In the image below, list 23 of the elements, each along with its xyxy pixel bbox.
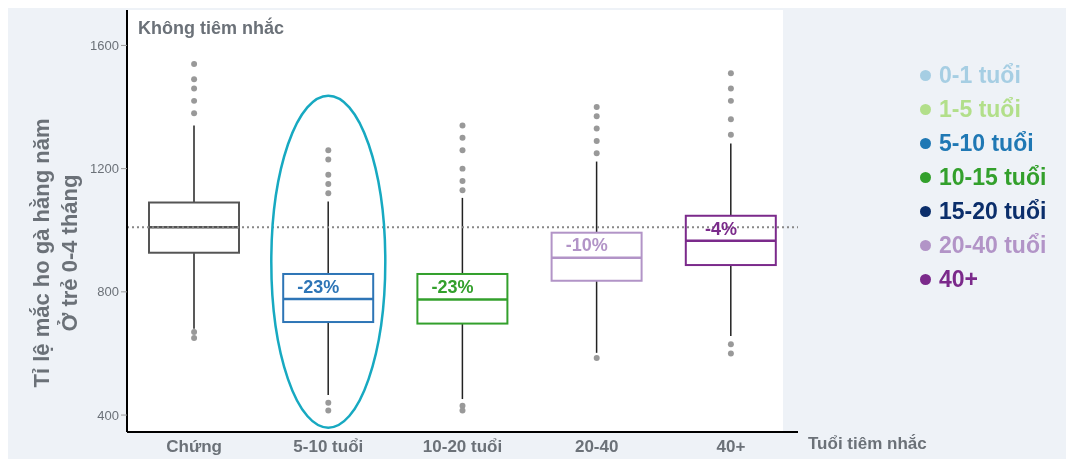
legend-label: 5-10 tuổi bbox=[939, 129, 1034, 157]
legend-label: 20-40 tuổi bbox=[939, 231, 1047, 259]
x-tick-label: Chứng bbox=[166, 437, 222, 457]
legend-label: 0-1 tuổi bbox=[939, 61, 1021, 89]
annotation: -10% bbox=[565, 235, 608, 256]
annotation: -4% bbox=[704, 218, 737, 239]
x-tick-label: 5-10 tuổi bbox=[293, 437, 364, 457]
y-tick-label: 800 bbox=[97, 284, 119, 300]
x-tick-label: 20-40 bbox=[574, 437, 619, 457]
y-tick-label: 1200 bbox=[90, 161, 119, 177]
legend-label: 1-5 tuổi bbox=[939, 95, 1021, 123]
legend-label: 40+ bbox=[939, 265, 979, 293]
x-tick-label: 10-20 tuổi bbox=[422, 437, 503, 457]
x-tick-label: 40+ bbox=[716, 437, 746, 457]
annotation: -23% bbox=[431, 276, 474, 297]
y-tick-label: 400 bbox=[97, 407, 119, 423]
x-axis-title: Tuổi tiêm nhắc bbox=[808, 434, 927, 454]
y-axis-title: Tỉ lệ mắc ho gà hằng năm Ở trẻ 0-4 tháng bbox=[28, 117, 83, 390]
legend-label: 10-15 tuổi bbox=[939, 163, 1047, 191]
text: Không tiêm nhắc bbox=[138, 18, 285, 39]
annotation: -23% bbox=[297, 276, 340, 297]
y-tick-label: 1600 bbox=[90, 38, 119, 54]
legend-label: 15-20 tuổi bbox=[939, 197, 1047, 225]
